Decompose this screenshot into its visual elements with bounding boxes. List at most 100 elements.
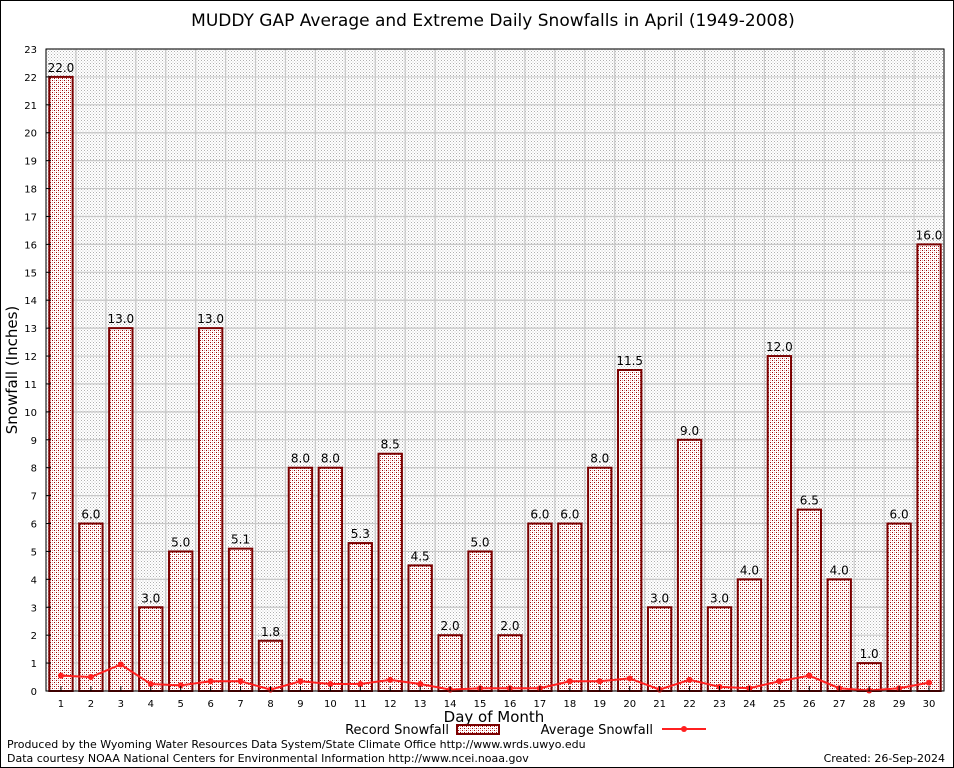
bar-label-day-19: 8.0 bbox=[590, 452, 609, 466]
y-tick-label: 18 bbox=[24, 185, 37, 196]
record-snowfall-bars bbox=[48, 75, 942, 693]
y-tick-label: 12 bbox=[24, 352, 37, 363]
chart-title: MUDDY GAP Average and Extreme Daily Snow… bbox=[191, 11, 795, 31]
bar-label-day-22: 9.0 bbox=[680, 424, 699, 438]
record-bar-day-22 bbox=[676, 438, 703, 693]
bar-label-day-4: 3.0 bbox=[141, 591, 160, 605]
legend-record-label: Record Snowfall bbox=[345, 723, 449, 738]
x-tick-label: 4 bbox=[148, 699, 154, 710]
bar-label-day-5: 5.0 bbox=[171, 535, 190, 549]
x-tick-label: 8 bbox=[267, 699, 273, 710]
bar-label-day-14: 2.0 bbox=[441, 619, 460, 633]
y-tick-label: 19 bbox=[24, 157, 37, 168]
bar-label-day-10: 8.0 bbox=[321, 452, 340, 466]
average-point-day-3 bbox=[117, 661, 124, 668]
y-tick-label: 23 bbox=[24, 45, 37, 56]
record-bar-day-24 bbox=[736, 578, 763, 693]
bar-label-day-27: 4.0 bbox=[830, 563, 849, 577]
bar-label-day-25: 12.0 bbox=[766, 340, 793, 354]
record-bar-day-12 bbox=[377, 452, 403, 692]
bar-label-day-17: 6.0 bbox=[530, 508, 549, 522]
y-tick-label: 9 bbox=[31, 436, 37, 447]
average-point-day-22 bbox=[686, 676, 693, 683]
bar-label-day-29: 6.0 bbox=[890, 508, 909, 522]
average-point-day-2 bbox=[87, 674, 94, 681]
x-axis-label: Day of Month bbox=[444, 708, 545, 726]
x-tick-label: 1 bbox=[58, 699, 64, 710]
record-bar-day-16 bbox=[497, 634, 523, 692]
average-point-day-10 bbox=[327, 681, 334, 688]
y-tick-label: 2 bbox=[31, 631, 37, 642]
average-line bbox=[60, 663, 930, 692]
x-tick-label: 26 bbox=[803, 699, 816, 710]
y-tick-label: 21 bbox=[24, 101, 37, 112]
record-bar-day-14 bbox=[437, 634, 463, 692]
x-tick-label: 28 bbox=[863, 699, 876, 710]
record-bar-day-25 bbox=[766, 355, 793, 692]
record-bar-day-30 bbox=[916, 243, 942, 693]
bar-label-day-9: 8.0 bbox=[291, 452, 310, 466]
x-tick-label: 15 bbox=[474, 699, 487, 710]
x-tick-label: 3 bbox=[118, 699, 124, 710]
average-point-day-5 bbox=[177, 682, 184, 689]
footer-data-courtesy: Data courtesy NOAA National Centers for … bbox=[7, 752, 529, 765]
x-tick-label: 24 bbox=[743, 699, 756, 710]
plot-border bbox=[45, 48, 945, 692]
x-tick-label: 23 bbox=[713, 699, 726, 710]
footer-created: Created: 26-Sep-2024 bbox=[823, 752, 945, 765]
bar-label-day-21: 3.0 bbox=[650, 591, 669, 605]
x-tick-label: 6 bbox=[207, 699, 213, 710]
y-axis-label: Snowfall (Inches) bbox=[3, 306, 21, 434]
average-point-day-19 bbox=[596, 678, 603, 685]
average-point-day-18 bbox=[566, 678, 573, 685]
record-bar-day-2 bbox=[78, 522, 104, 692]
bar-label-day-1: 22.0 bbox=[48, 61, 75, 75]
record-bar-day-7 bbox=[227, 547, 254, 693]
legend-average-label: Average Snowfall bbox=[541, 723, 653, 738]
record-bar-day-1 bbox=[48, 75, 74, 693]
x-tick-label: 25 bbox=[773, 699, 786, 710]
bar-label-day-12: 8.5 bbox=[381, 438, 400, 452]
record-bar-day-10 bbox=[317, 466, 344, 692]
average-point-day-26 bbox=[806, 672, 813, 679]
bar-label-day-28: 1.0 bbox=[860, 647, 879, 661]
record-bar-day-13 bbox=[407, 564, 433, 692]
average-point-day-30 bbox=[926, 679, 933, 686]
x-tick-label: 7 bbox=[237, 699, 243, 710]
y-tick-label: 4 bbox=[31, 575, 37, 586]
y-tick-label: 14 bbox=[24, 296, 37, 307]
y-tick-label: 15 bbox=[24, 268, 37, 279]
x-tick-label: 30 bbox=[923, 699, 936, 710]
record-bar-day-23 bbox=[706, 606, 733, 692]
average-point-day-1 bbox=[57, 672, 64, 679]
bar-label-day-16: 2.0 bbox=[500, 619, 519, 633]
y-tick-label: 3 bbox=[31, 603, 37, 614]
legend-average-marker bbox=[681, 726, 687, 732]
bar-label-day-23: 3.0 bbox=[710, 591, 729, 605]
record-bar-day-29 bbox=[886, 522, 912, 692]
y-tick-label: 0 bbox=[31, 687, 37, 698]
average-point-day-9 bbox=[297, 678, 304, 685]
footer-produced-by: Produced by the Wyoming Water Resources … bbox=[7, 738, 586, 751]
record-bar-day-18 bbox=[557, 522, 583, 692]
x-tick-label: 29 bbox=[893, 699, 906, 710]
x-tick-label: 18 bbox=[563, 699, 576, 710]
record-bar-day-15 bbox=[467, 550, 493, 692]
x-tick-label: 16 bbox=[504, 699, 517, 710]
average-point-day-13 bbox=[417, 681, 424, 688]
bar-label-day-7: 5.1 bbox=[231, 533, 250, 547]
y-tick-label: 8 bbox=[31, 464, 37, 475]
average-point-day-4 bbox=[147, 681, 154, 688]
record-bar-day-6 bbox=[197, 327, 224, 692]
record-bar-day-19 bbox=[587, 466, 613, 692]
x-tick-label: 14 bbox=[444, 699, 457, 710]
bar-label-day-24: 4.0 bbox=[740, 563, 759, 577]
y-tick-label: 10 bbox=[24, 408, 37, 419]
y-tick-label: 7 bbox=[31, 492, 37, 503]
average-point-day-6 bbox=[207, 678, 214, 685]
x-tick-label: 27 bbox=[833, 699, 846, 710]
bar-label-day-3: 13.0 bbox=[107, 312, 134, 326]
average-point-day-25 bbox=[776, 678, 783, 685]
bar-label-day-18: 6.0 bbox=[560, 508, 579, 522]
